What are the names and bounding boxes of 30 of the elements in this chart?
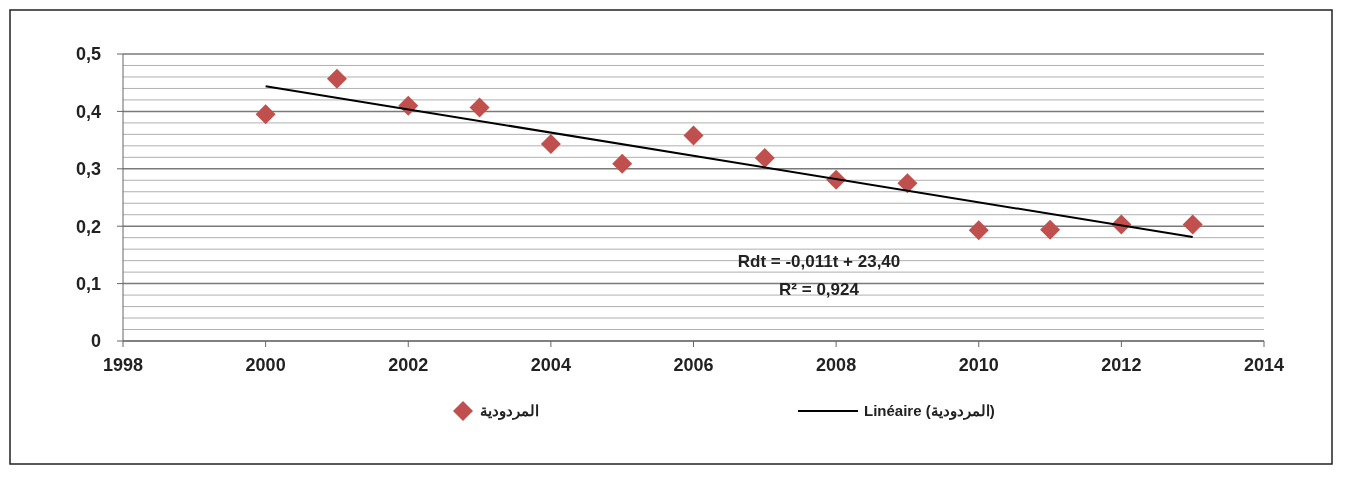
x-tick-label: 2014 — [1243, 355, 1285, 375]
x-tick-label: 2010 — [958, 355, 999, 375]
point — [612, 153, 633, 174]
point — [968, 220, 989, 241]
x-tick-label: 2008 — [816, 355, 857, 375]
x-tick-label: 2000 — [245, 355, 286, 375]
y-tick-label: 0,2 — [75, 216, 101, 237]
x-tick-label: 2002 — [388, 355, 429, 375]
y-tick-label: 0,5 — [75, 44, 101, 65]
x-tick-label: 2006 — [673, 355, 714, 375]
y-tick-label: 0,1 — [75, 273, 101, 294]
x-tick-label: 2004 — [530, 355, 571, 375]
point — [1040, 219, 1061, 240]
legend-label: المردودية — [480, 402, 539, 421]
annotation: R² = 0,924 — [779, 279, 860, 299]
y-tick-label: 0,3 — [75, 159, 101, 180]
point — [1182, 214, 1203, 235]
x-tick-label: 1998 — [102, 355, 144, 375]
legend-label: Linéaire (المردودية) — [864, 402, 995, 421]
annotation: Rdt = -0,011t + 23,40 — [737, 251, 901, 271]
y-tick-label: 0,4 — [75, 101, 101, 122]
point — [326, 68, 347, 89]
point — [469, 97, 490, 118]
point — [255, 104, 276, 125]
point — [897, 173, 918, 194]
y-tick-label: 0 — [90, 331, 101, 352]
point — [540, 134, 561, 155]
point — [754, 147, 775, 168]
point — [683, 125, 704, 146]
x-tick-label: 2012 — [1101, 355, 1142, 375]
